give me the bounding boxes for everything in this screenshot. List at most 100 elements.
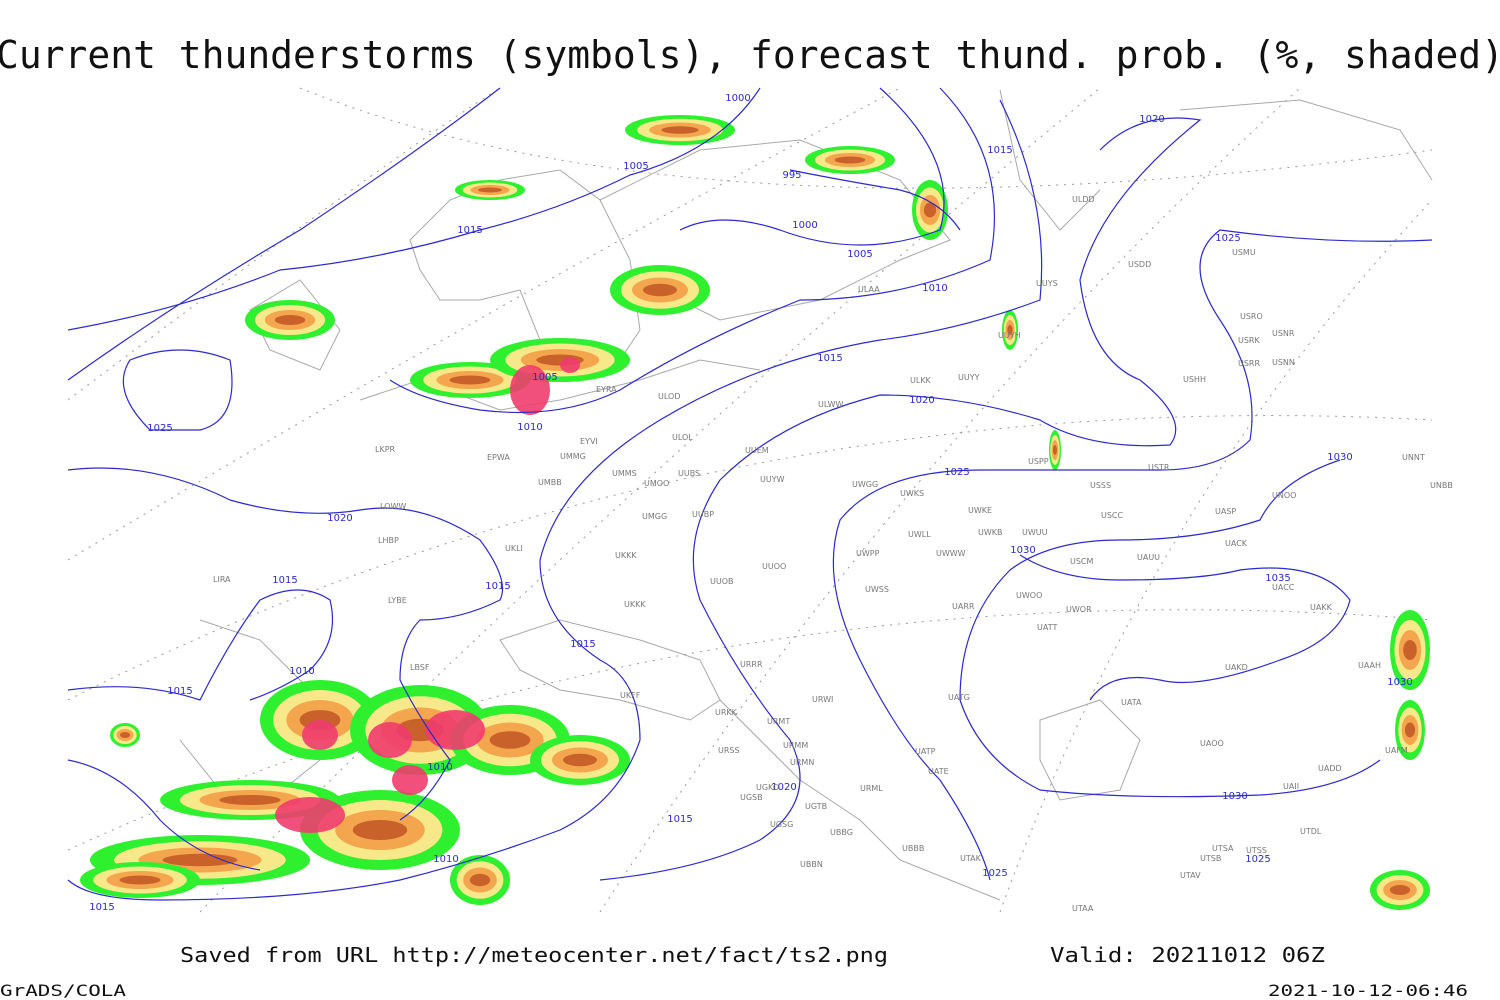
- station-code: UUOB: [710, 577, 734, 586]
- station-code: URSS: [718, 746, 740, 755]
- storm-symbols: [425, 710, 485, 750]
- prob-area: [274, 315, 306, 325]
- station-code: URMN: [790, 758, 814, 767]
- isobar-label: 1025: [1215, 233, 1240, 244]
- station-code: UAFM: [1385, 746, 1408, 755]
- isobar-label: 1030: [1327, 452, 1352, 463]
- station-code: URMM: [783, 741, 808, 750]
- station-code: UATA: [1121, 698, 1142, 707]
- station-code: UMGG: [642, 512, 667, 521]
- isobar-label: 1035: [1265, 573, 1290, 584]
- station-code: USRR: [1238, 359, 1260, 368]
- station-code: UUYY: [958, 373, 980, 382]
- isobar-label: 1015: [167, 686, 192, 697]
- station-code: USTR: [1148, 463, 1170, 472]
- isobar-label: 1015: [272, 575, 297, 586]
- station-code: ULOD: [658, 392, 680, 401]
- station-code: UBBB: [902, 844, 924, 853]
- prob-area: [478, 187, 502, 193]
- station-code: USPP: [1028, 457, 1049, 466]
- station-code: USNR: [1272, 329, 1295, 338]
- station-code: URRR: [740, 660, 763, 669]
- station-code: UARR: [952, 602, 975, 611]
- isobar-label: 1015: [457, 225, 482, 236]
- prob-area: [661, 126, 699, 134]
- station-code: ULDD: [1072, 195, 1095, 204]
- isobar-label: 1010: [427, 762, 452, 773]
- isobars: [67, 87, 1433, 901]
- station-code: UUYS: [1036, 279, 1058, 288]
- station-code: UAKD: [1225, 663, 1248, 672]
- station-code: URKK: [715, 708, 738, 717]
- isobar-label: 1020: [1139, 114, 1164, 125]
- station-code: UWKB: [978, 528, 1003, 537]
- isobar-label: 1010: [433, 854, 458, 865]
- isobar-label: 1000: [725, 93, 750, 104]
- station-code: USCM: [1070, 557, 1094, 566]
- prob-area: [469, 873, 491, 887]
- software-text: GrADS/COLA: [0, 981, 126, 1000]
- prob-area: [563, 753, 597, 767]
- station-code: ULKK: [910, 376, 932, 385]
- isobar-label: 1000: [792, 220, 817, 231]
- station-code: USMU: [1232, 248, 1256, 257]
- station-code: UTSB: [1200, 854, 1221, 863]
- station-code: UWSS: [865, 585, 889, 594]
- station-code: UWOO: [1016, 591, 1042, 600]
- prob-area: [1007, 325, 1013, 335]
- isobar-label: 1030: [1387, 677, 1412, 688]
- station-code: UATT: [1037, 623, 1057, 632]
- isobar-label: 1015: [987, 145, 1012, 156]
- isobar-label: 1025: [1245, 854, 1270, 865]
- isobar-label: 1030: [1222, 791, 1247, 802]
- prob-area: [449, 375, 491, 385]
- station-code: USRO: [1240, 312, 1263, 321]
- station-code: URMT: [767, 717, 790, 726]
- station-code: UTSA: [1212, 844, 1234, 853]
- station-code: UTAV: [1180, 871, 1201, 880]
- station-code: UGKO: [756, 783, 779, 792]
- station-code: EYVI: [580, 437, 598, 446]
- station-code: LYBE: [388, 596, 407, 605]
- station-code: UUEM: [745, 446, 769, 455]
- prob-area: [643, 283, 677, 297]
- station-code: UGSG: [770, 820, 793, 829]
- station-code: UUOO: [762, 562, 786, 571]
- title: Current thunderstorms (symbols), forecas…: [0, 33, 1500, 77]
- station-code: UMMS: [612, 469, 637, 478]
- prob-area: [352, 820, 408, 840]
- station-code: UBBG: [830, 828, 853, 837]
- station-code: EPWA: [487, 453, 510, 462]
- valid-text: Valid: 20211012 06Z: [1050, 943, 1325, 967]
- prob-area: [119, 732, 131, 738]
- station-code: UMMG: [560, 452, 586, 461]
- station-code: USHH: [1183, 375, 1206, 384]
- storm-symbols: [392, 765, 428, 795]
- station-code: ULWW: [818, 400, 843, 409]
- isobar-label: 1025: [982, 868, 1007, 879]
- station-code: UMBB: [538, 478, 562, 487]
- station-code: UTSS: [1246, 846, 1267, 855]
- map-frame: [68, 88, 1432, 912]
- prob-area: [1052, 445, 1058, 455]
- storm-symbols: [368, 722, 412, 758]
- isobar-label: 1005: [623, 161, 648, 172]
- station-code: EYRA: [596, 385, 617, 394]
- station-code: UWLL: [908, 530, 931, 539]
- station-code: USDD: [1128, 260, 1151, 269]
- isobar-label: 1010: [289, 666, 314, 677]
- station-code: UWPP: [856, 549, 880, 558]
- isobar-label: 1015: [485, 581, 510, 592]
- storm-symbols: [302, 720, 338, 750]
- station-code: UACC: [1272, 583, 1295, 592]
- station-code: UUBS: [678, 469, 700, 478]
- prob-area: [219, 795, 281, 805]
- station-code: UKKK: [624, 600, 646, 609]
- isobar-label: 1025: [944, 467, 969, 478]
- station-code: UWOR: [1066, 605, 1092, 614]
- isobar-label: 1015: [817, 353, 842, 364]
- station-code: UKKK: [615, 551, 637, 560]
- station-code: UAUU: [1137, 553, 1160, 562]
- isobar-label: 1015: [89, 902, 114, 913]
- source-text: Saved from URL http://meteocenter.net/fa…: [180, 943, 888, 967]
